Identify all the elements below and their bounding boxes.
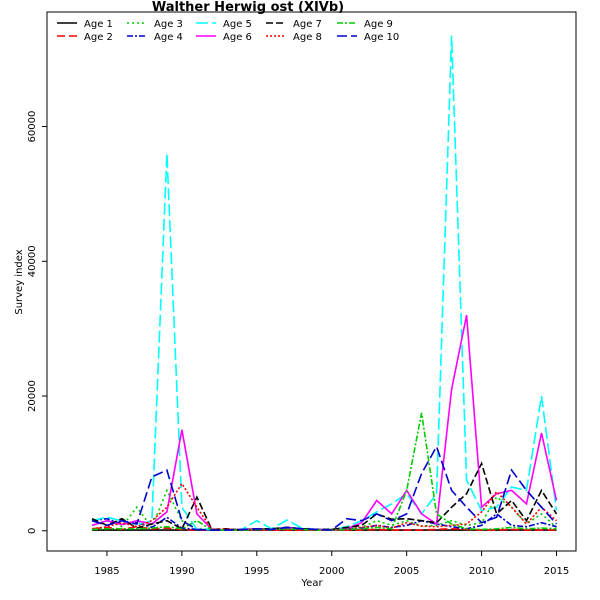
x-tick-label: 2015 [544,566,569,577]
x-tick-label: 1985 [94,566,119,577]
chart-title: Walther Herwig ost (XIVb) [152,0,344,15]
series-line-age-8 [91,482,558,531]
x-axis: 1985 1990 1995 2000 2005 2010 2015 [94,551,569,577]
legend: Age 1 Age 2 Age 3 Age 4 Age 5 Age 6 Age 7 Age 8… [57,19,399,43]
legend-label-age-8: Age 8 [293,32,322,43]
x-axis-label: Year [300,578,323,589]
legend-label-age-6: Age 6 [223,32,252,43]
legend-label-age-2: Age 2 [84,32,113,43]
y-tick-label: 40000 [27,245,38,277]
legend-label-age-4: Age 4 [154,32,183,43]
legend-label-age-3: Age 3 [154,19,183,30]
plot-frame [46,11,577,552]
legend-label-age-9: Age 9 [364,19,393,30]
y-tick-label: 60000 [27,111,38,143]
series-line-age-5 [91,35,558,531]
series-group [91,35,558,531]
series-line-age-3 [91,488,558,531]
series-line-age-10 [91,444,558,531]
x-tick-label: 2005 [394,566,419,577]
y-tick-label: 20000 [27,380,38,412]
x-tick-label: 1995 [244,566,269,577]
series-line-age-6 [91,315,558,531]
legend-label-age-7: Age 7 [293,19,322,30]
series-line-age-9 [91,412,557,531]
x-tick-label: 1990 [169,566,194,577]
x-tick-label: 2010 [469,566,494,577]
y-axis-label: Survey index [14,249,25,314]
y-tick-label: 0 [27,528,38,534]
x-tick-label: 2000 [319,566,344,577]
legend-label-age-1: Age 1 [84,19,113,30]
y-axis: 0 20000 40000 60000 [27,111,47,534]
legend-label-age-5: Age 5 [223,19,252,30]
legend-label-age-10: Age 10 [364,32,399,43]
